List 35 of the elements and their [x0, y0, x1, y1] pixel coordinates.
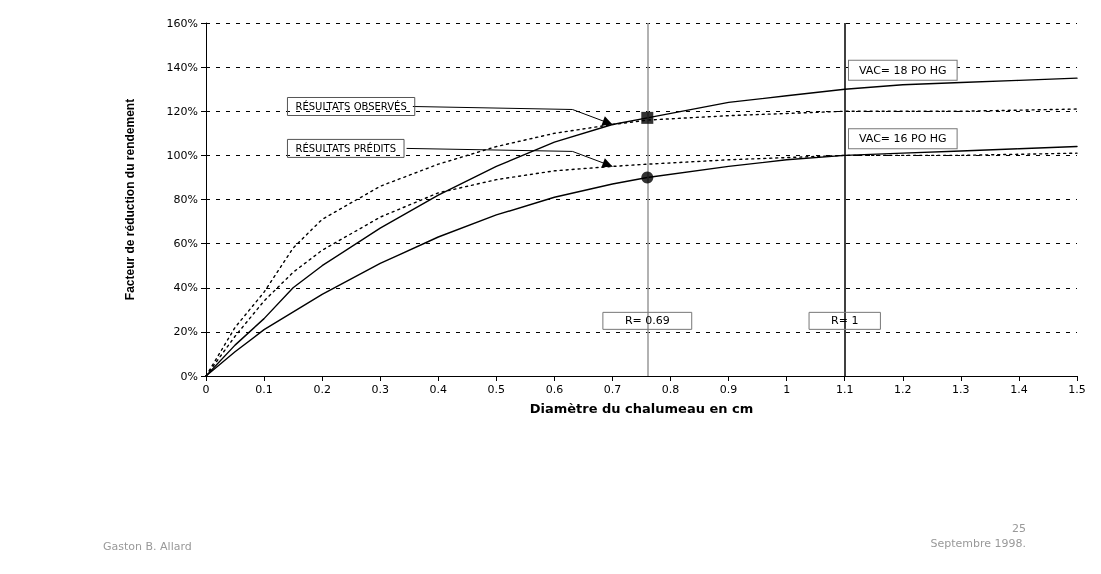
y-tick-label: 140% — [166, 60, 198, 74]
x-tick-label: 1.5 — [1068, 383, 1086, 396]
y-tick-label: 120% — [166, 104, 198, 118]
series-label: VAC= 18 PO HG — [858, 63, 947, 77]
x-tick-label: 0 — [202, 383, 210, 396]
y-tick-label: 40% — [173, 281, 198, 295]
y-axis-title: Facteur de réduction du rendement — [123, 98, 137, 301]
x-tick-label: 1.3 — [952, 383, 970, 396]
annotation: R= 0.69 — [624, 314, 670, 328]
y-tick-label: 100% — [166, 148, 198, 162]
x-tick-label: 0.9 — [719, 383, 738, 396]
annotation: RÉSULTATS OBSERVÉS — [295, 99, 407, 112]
y-tick-label: 0% — [180, 369, 198, 383]
x-tick-label: 0.8 — [661, 383, 680, 396]
text: Septembre 1998. — [930, 536, 1026, 550]
series-label: VAC= 16 PO HG — [858, 132, 947, 146]
x-tick-label: 0.5 — [487, 383, 506, 396]
y-tick-label: 80% — [173, 193, 198, 206]
x-tick-label: 0.7 — [603, 383, 622, 396]
x-tick-label: 1.1 — [835, 383, 854, 396]
text: 25 — [1012, 521, 1026, 535]
x-tick-label: 1.4 — [1010, 383, 1028, 396]
x-axis-title: Diamètre du chalumeau en cm — [529, 401, 754, 416]
y-tick-label: 20% — [173, 325, 198, 339]
y-tick-label: 60% — [173, 237, 198, 251]
x-tick-label: 0.3 — [371, 383, 389, 396]
x-tick-label: 0.1 — [255, 383, 273, 396]
x-tick-label: 0.4 — [429, 383, 448, 396]
text: Gaston B. Allard — [103, 539, 192, 553]
x-tick-label: 0.6 — [545, 383, 564, 396]
x-tick-label: 1.2 — [894, 383, 912, 396]
y-tick-label: 160% — [166, 16, 198, 30]
x-tick-label: 0.2 — [313, 383, 331, 396]
x-tick-label: 1 — [783, 383, 791, 396]
annotation: RÉSULTATS PRÉDITS — [295, 141, 397, 154]
